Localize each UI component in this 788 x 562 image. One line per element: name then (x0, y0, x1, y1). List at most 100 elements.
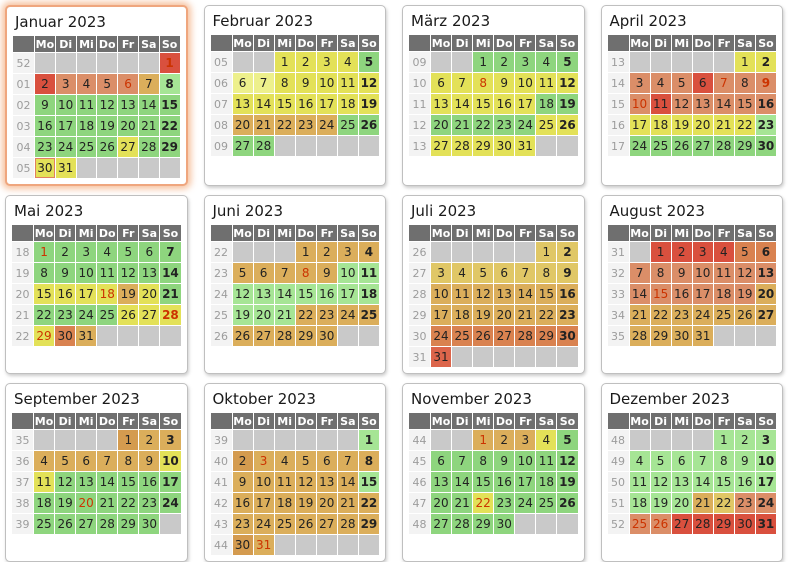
day-cell[interactable]: 19 (232, 305, 253, 325)
day-cell[interactable]: 26 (232, 326, 253, 346)
day-cell[interactable]: 9 (35, 95, 55, 115)
day-cell[interactable]: 30 (232, 535, 253, 555)
day-cell[interactable]: 15 (274, 94, 295, 114)
day-cell[interactable]: 30 (671, 326, 692, 346)
day-cell[interactable]: 21 (274, 305, 295, 325)
day-cell[interactable]: 14 (274, 284, 295, 304)
day-cell[interactable]: 16 (494, 94, 515, 114)
day-cell[interactable]: 28 (274, 326, 295, 346)
day-cell[interactable]: 4 (76, 74, 97, 94)
day-cell[interactable]: 30 (557, 326, 578, 346)
day-cell[interactable]: 2 (295, 52, 316, 72)
day-cell[interactable]: 15 (734, 94, 755, 114)
day-cell[interactable]: 12 (557, 73, 578, 93)
day-cell[interactable]: 10 (431, 284, 452, 304)
day-cell[interactable]: 25 (452, 326, 473, 346)
day-cell[interactable]: 1 (159, 53, 180, 73)
day-cell[interactable]: 3 (755, 430, 776, 450)
day-cell[interactable]: 27 (671, 514, 692, 534)
day-cell[interactable]: 17 (316, 94, 337, 114)
day-cell[interactable]: 31 (55, 158, 76, 178)
day-cell[interactable]: 20 (431, 493, 452, 513)
day-cell[interactable]: 11 (274, 472, 295, 492)
day-cell[interactable]: 30 (494, 136, 515, 156)
day-cell[interactable]: 11 (629, 472, 650, 492)
day-cell[interactable]: 12 (557, 451, 578, 471)
day-cell[interactable]: 28 (452, 136, 473, 156)
day-cell[interactable]: 27 (316, 514, 337, 534)
day-cell[interactable]: 3 (253, 451, 274, 471)
day-cell[interactable]: 27 (431, 136, 452, 156)
day-cell[interactable]: 1 (473, 52, 494, 72)
day-cell[interactable]: 13 (253, 284, 274, 304)
day-cell[interactable]: 2 (494, 52, 515, 72)
day-cell[interactable]: 18 (650, 115, 671, 135)
day-cell[interactable]: 14 (692, 472, 713, 492)
day-cell[interactable]: 8 (118, 451, 139, 471)
day-cell[interactable]: 19 (557, 472, 578, 492)
day-cell[interactable]: 5 (55, 451, 76, 471)
day-cell[interactable]: 7 (274, 263, 295, 283)
day-cell[interactable]: 10 (76, 263, 97, 283)
day-cell[interactable]: 28 (138, 137, 159, 157)
day-cell[interactable]: 14 (713, 94, 734, 114)
day-cell[interactable]: 14 (629, 284, 650, 304)
day-cell[interactable]: 12 (671, 94, 692, 114)
day-cell[interactable]: 18 (76, 116, 97, 136)
day-cell[interactable]: 18 (274, 493, 295, 513)
day-cell[interactable]: 6 (232, 73, 253, 93)
day-cell[interactable]: 31 (755, 514, 776, 534)
day-cell[interactable]: 21 (160, 284, 181, 304)
day-cell[interactable]: 26 (55, 514, 76, 534)
day-cell[interactable]: 18 (34, 493, 55, 513)
day-cell[interactable]: 22 (358, 493, 379, 513)
day-cell[interactable]: 29 (713, 514, 734, 534)
day-cell[interactable]: 19 (118, 284, 139, 304)
day-cell[interactable]: 9 (316, 263, 337, 283)
day-cell[interactable]: 1 (118, 430, 139, 450)
day-cell[interactable]: 20 (431, 115, 452, 135)
day-cell[interactable]: 29 (734, 136, 755, 156)
day-cell[interactable]: 18 (97, 284, 118, 304)
day-cell[interactable]: 9 (557, 263, 578, 283)
day-cell[interactable]: 4 (337, 52, 358, 72)
day-cell[interactable]: 1 (713, 430, 734, 450)
day-cell[interactable]: 12 (97, 95, 118, 115)
day-cell[interactable]: 21 (629, 305, 650, 325)
day-cell[interactable]: 9 (494, 73, 515, 93)
day-cell[interactable]: 9 (295, 73, 316, 93)
day-cell[interactable]: 6 (118, 74, 138, 94)
day-cell[interactable]: 6 (431, 451, 452, 471)
day-cell[interactable]: 25 (650, 136, 671, 156)
day-cell[interactable]: 30 (139, 514, 160, 534)
day-cell[interactable]: 25 (274, 514, 295, 534)
day-cell[interactable]: 8 (295, 263, 316, 283)
day-cell[interactable]: 20 (118, 116, 138, 136)
day-cell[interactable]: 8 (734, 73, 755, 93)
day-cell[interactable]: 26 (557, 493, 578, 513)
day-cell[interactable]: 13 (671, 472, 692, 492)
day-cell[interactable]: 9 (734, 451, 755, 471)
day-cell[interactable]: 12 (358, 73, 379, 93)
day-cell[interactable]: 13 (431, 472, 452, 492)
day-cell[interactable]: 1 (734, 52, 755, 72)
day-cell[interactable]: 31 (76, 326, 97, 346)
day-cell[interactable]: 7 (452, 73, 473, 93)
day-cell[interactable]: 22 (536, 305, 557, 325)
day-cell[interactable]: 12 (734, 263, 755, 283)
day-cell[interactable]: 17 (55, 116, 76, 136)
day-cell[interactable]: 5 (232, 263, 253, 283)
day-cell[interactable]: 20 (232, 115, 253, 135)
day-cell[interactable]: 16 (494, 472, 515, 492)
day-cell[interactable]: 29 (650, 326, 671, 346)
day-cell[interactable]: 30 (35, 158, 55, 178)
day-cell[interactable]: 22 (159, 116, 180, 136)
day-cell[interactable]: 29 (34, 326, 55, 346)
day-cell[interactable]: 4 (650, 73, 671, 93)
day-cell[interactable]: 23 (557, 305, 578, 325)
day-cell[interactable]: 3 (431, 263, 452, 283)
day-cell[interactable]: 23 (139, 493, 160, 513)
day-cell[interactable]: 9 (139, 451, 160, 471)
day-cell[interactable]: 17 (515, 94, 536, 114)
day-cell[interactable]: 25 (34, 514, 55, 534)
